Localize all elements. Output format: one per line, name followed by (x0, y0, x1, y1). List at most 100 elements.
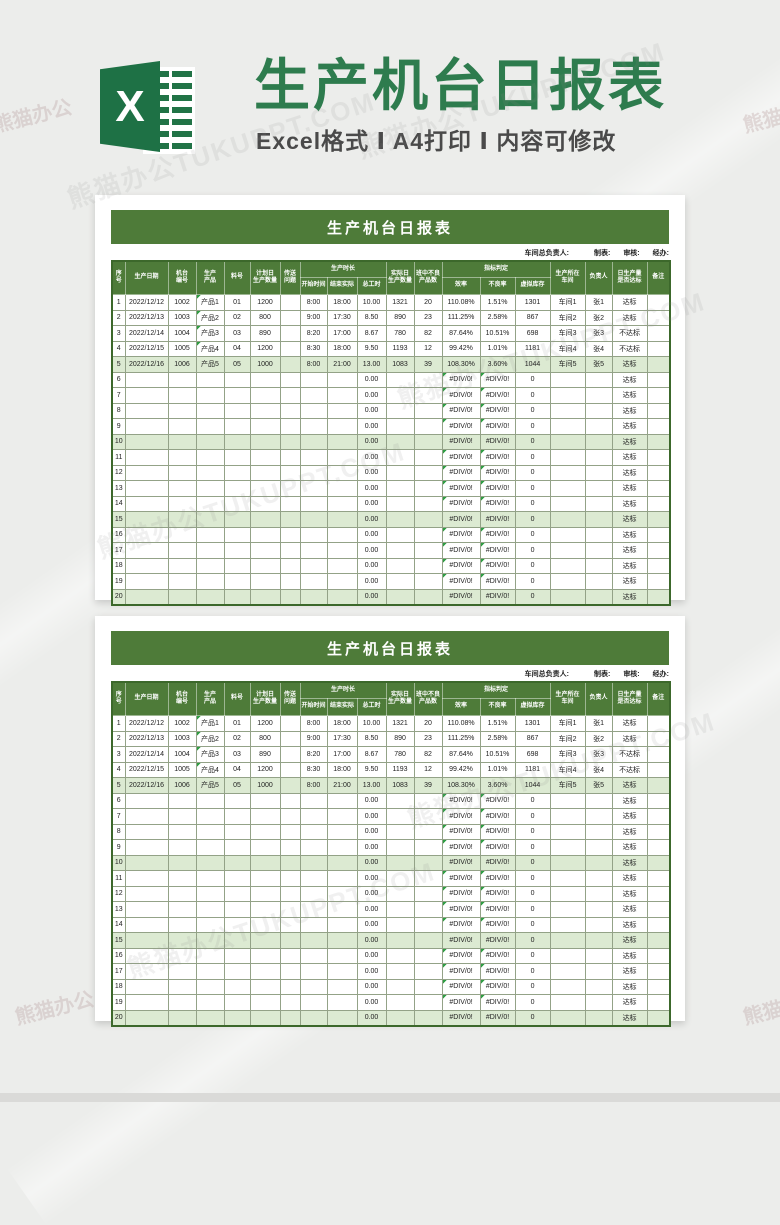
cell-start-time: 8:20 (299, 325, 328, 342)
cell-transfer-issue (279, 1009, 301, 1027)
cell-actual-qty (385, 854, 415, 871)
cell-remark (646, 978, 671, 995)
cell-end-time (326, 573, 358, 590)
cell-index: 3 (111, 325, 126, 342)
cell-owner (584, 823, 613, 840)
cell-start-time: 9:00 (299, 730, 328, 747)
cell-efficiency: #DIV/0! (441, 932, 481, 949)
cell-machine-no (167, 839, 197, 856)
cell-transfer-issue (279, 325, 301, 342)
cell-efficiency: #DIV/0! (441, 433, 481, 450)
cell-total-hours: 0.00 (356, 573, 387, 590)
cell-planned-qty (249, 573, 281, 590)
cell-planned-qty (249, 418, 281, 435)
cell-defect-rate: 1.01% (479, 340, 516, 357)
cell-planned-qty: 800 (249, 309, 281, 326)
cell-end-time (326, 901, 358, 918)
cell-efficiency: #DIV/0! (441, 870, 481, 887)
cell-machine-no (167, 480, 197, 497)
cell-defect-rate: 3.60% (479, 777, 516, 794)
cell-efficiency: #DIV/0! (441, 588, 481, 606)
cell-target-met: 达标 (611, 932, 648, 949)
cell-index: 13 (111, 480, 126, 497)
cell-start-time (299, 978, 328, 995)
cell-date (124, 557, 169, 574)
cell-defect-qty: 39 (413, 356, 443, 373)
cell-product (195, 1009, 225, 1027)
cell-defect-rate: #DIV/0! (479, 573, 516, 590)
report-title-bar: 生产机台日报表 (111, 631, 669, 665)
cell-remark (646, 402, 671, 419)
cell-efficiency: #DIV/0! (441, 885, 481, 902)
col-owner: 负责人 (584, 681, 613, 716)
cell-index: 5 (111, 777, 126, 794)
cell-start-time (299, 994, 328, 1011)
cell-target-met: 达标 (611, 588, 648, 606)
cell-owner (584, 901, 613, 918)
cell-target-met: 达标 (611, 433, 648, 450)
table-row: 15 0.00 #DIV/0! #DIV/0! 0 达标 (111, 511, 671, 528)
cell-defect-rate: #DIV/0! (479, 839, 516, 856)
cell-transfer-issue (279, 839, 301, 856)
cell-product (195, 978, 225, 995)
cell-remark (646, 433, 671, 450)
cell-transfer-issue (279, 870, 301, 887)
table-row: 19 0.00 #DIV/0! #DIV/0! 0 达标 (111, 573, 671, 590)
cell-product (195, 464, 225, 481)
col-remark: 备注 (646, 681, 671, 716)
cell-remark (646, 932, 671, 949)
cell-transfer-issue (279, 418, 301, 435)
cell-date: 2022/12/15 (124, 761, 169, 778)
cell-defect-qty (413, 402, 443, 419)
cell-remark (646, 746, 671, 763)
cell-owner: 张5 (584, 777, 613, 794)
cell-machine-no (167, 449, 197, 466)
cell-owner: 张5 (584, 356, 613, 373)
cell-owner (584, 792, 613, 809)
cell-transfer-issue (279, 588, 301, 606)
cell-workshop (549, 932, 586, 949)
cell-target-met: 不达标 (611, 746, 648, 763)
cell-defect-qty (413, 870, 443, 887)
cell-remark (646, 464, 671, 481)
table-row: 9 0.00 #DIV/0! #DIV/0! 0 达标 (111, 418, 671, 435)
cell-transfer-issue (279, 480, 301, 497)
cell-remark (646, 885, 671, 902)
table-row: 5 2022/12/16 1006 产品5 05 1000 8:00 21:00 13.00 10… (111, 777, 671, 794)
cell-virtual-stock: 0 (514, 792, 551, 809)
cell-total-hours: 0.00 (356, 839, 387, 856)
cell-machine-no (167, 464, 197, 481)
table-row: 19 0.00 #DIV/0! #DIV/0! 0 达标 (111, 994, 671, 1011)
cell-transfer-issue (279, 932, 301, 949)
table-row: 9 0.00 #DIV/0! #DIV/0! 0 达标 (111, 839, 671, 856)
excel-logo-icon: X (100, 61, 197, 154)
cell-start-time: 8:30 (299, 340, 328, 357)
cell-workshop (549, 978, 586, 995)
cell-transfer-issue (279, 557, 301, 574)
table-row: 1 2022/12/12 1002 产品1 01 1200 8:00 18:00 10.00 13… (111, 294, 671, 311)
cell-lot-no (223, 418, 251, 435)
cell-lot-no (223, 371, 251, 388)
cell-start-time (299, 885, 328, 902)
cell-transfer-issue (279, 449, 301, 466)
cell-machine-no (167, 901, 197, 918)
cell-virtual-stock: 1044 (514, 356, 551, 373)
cell-efficiency: #DIV/0! (441, 511, 481, 528)
cell-date (124, 823, 169, 840)
col-planned-qty: 计划日 生产数量 (249, 260, 281, 295)
cell-defect-qty (413, 449, 443, 466)
cell-end-time (326, 557, 358, 574)
cell-efficiency: #DIV/0! (441, 963, 481, 980)
excel-logo-x: X (100, 61, 160, 152)
cell-index: 17 (111, 963, 126, 980)
cell-workshop (549, 418, 586, 435)
cell-lot-no (223, 495, 251, 512)
brand-watermark: 熊猫办公 (741, 96, 780, 138)
cell-actual-qty (385, 542, 415, 559)
cell-index: 14 (111, 916, 126, 933)
cell-index: 9 (111, 839, 126, 856)
meta-handled-label: 经办: (652, 250, 669, 257)
cell-total-hours: 0.00 (356, 387, 387, 404)
col-group-production-time: 生产时长 (299, 681, 387, 699)
cell-lot-no: 02 (223, 309, 251, 326)
